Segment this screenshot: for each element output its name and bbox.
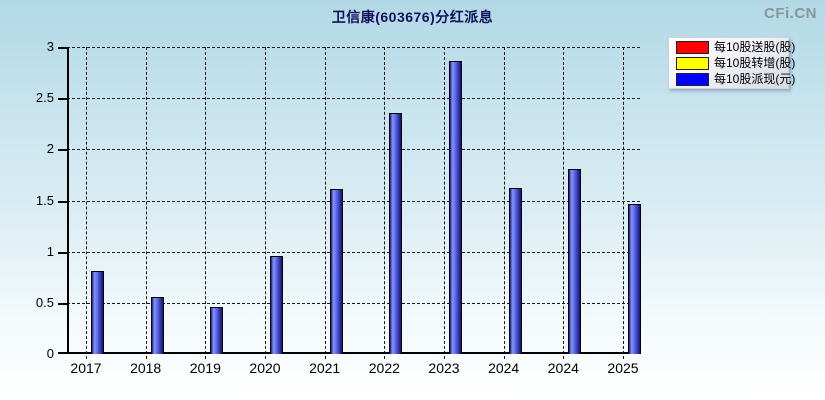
v-gridline [503,47,505,359]
y-axis-tick [58,352,67,354]
x-tick-label: 2024 [547,360,579,376]
cfi-cn-logo: CFi.CN [764,5,817,22]
dividend-bar-2024 [508,188,522,354]
v-gridline [205,47,207,359]
legend-label: 每10股转增(股) [714,55,796,70]
y-tick-label: 1 [46,243,54,259]
x-axis-line [67,352,640,354]
h-gridline [67,251,640,253]
h-gridline [67,200,640,202]
dividend-bar-2019 [210,306,224,354]
x-tick-label: 2019 [189,360,221,376]
legend-box: 每10股送股(股) 每10股转增(股) 每10股派现(元) [668,37,795,89]
y-axis-tick [58,47,67,49]
v-gridline [563,47,565,359]
v-gridline [384,47,386,359]
legend-item: 每10股派现(元) [676,72,795,86]
y-tick-label: 1.5 [35,192,54,208]
v-gridline [444,47,445,359]
x-tick-label: 2024 [488,360,520,376]
dividend-bar-2017 [91,271,104,354]
y-axis-line [67,47,69,354]
y-axis-tick [58,98,67,101]
y-axis-tick [58,302,67,305]
legend-swatch-icon [676,56,709,70]
dividend-bar-2020 [270,255,283,354]
y-tick-label: 0 [46,346,54,361]
h-gridline [67,302,640,304]
x-tick-label: 2020 [249,360,281,376]
dividend-bar-2021 [329,189,343,354]
legend-label: 每10股派现(元) [714,71,796,86]
x-tick-label: 2022 [368,360,400,376]
legend-item: 每10股送股(股) [676,40,795,54]
y-tick-label: 0.5 [35,294,54,310]
y-tick-label: 2 [46,141,54,157]
x-tick-label: 2017 [70,360,102,376]
dividend-bar-2022 [389,112,403,354]
h-gridline [67,149,640,151]
x-tick-label: 2025 [607,360,639,376]
y-axis-tick [58,200,67,203]
chart-title: 卫信康(603676)分红派息 [331,9,494,25]
x-tick-label: 2023 [428,360,460,376]
v-gridline [145,47,147,359]
v-gridline [265,47,266,359]
legend-item: 每10股转增(股) [676,56,795,70]
h-gridline [67,98,640,100]
x-tick-label: 2021 [309,360,341,376]
dividend-bar-2024 [568,168,582,354]
h-gridline [67,47,640,48]
v-gridline [324,47,326,359]
y-axis-tick [58,149,67,152]
v-gridline [623,47,624,359]
v-gridline [86,47,87,359]
legend-label: 每10股送股(股) [714,39,796,54]
plot-area [58,47,641,359]
y-tick-label: 3 [46,39,54,54]
y-tick-label: 2.5 [35,90,54,106]
dividend-bar-2025 [628,203,641,354]
legend-swatch-icon [676,40,709,54]
legend-swatch-icon [676,72,709,86]
dividend-bar-2023 [449,61,462,354]
y-axis-tick [58,251,67,254]
dividend-bar-2018 [150,296,164,354]
x-tick-label: 2018 [130,360,162,376]
